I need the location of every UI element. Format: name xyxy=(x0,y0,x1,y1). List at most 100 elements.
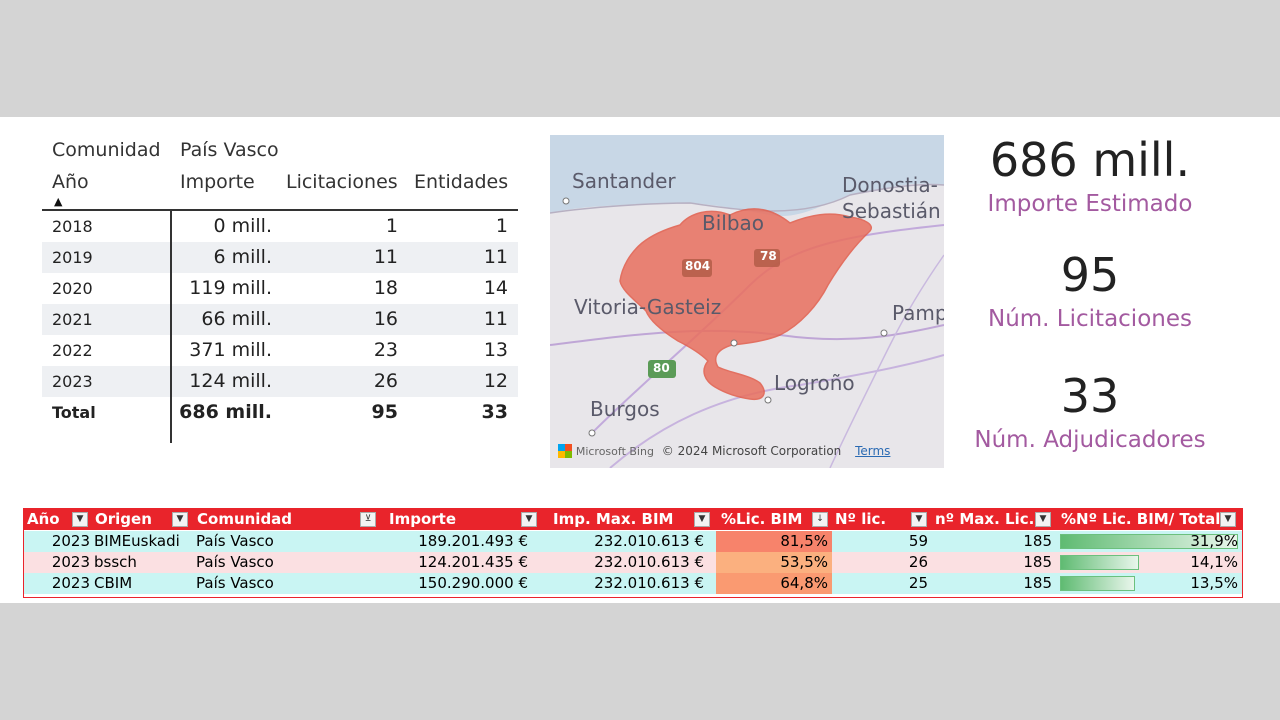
map-terms-link[interactable]: Terms xyxy=(855,443,891,458)
row-header-divider xyxy=(170,211,172,443)
cell-origen[interactable]: BIMEuskadi xyxy=(94,532,180,550)
map-label-bilbao: Bilbao xyxy=(702,211,765,235)
row-entidades: 12 xyxy=(483,370,508,392)
row-licitaciones: 18 xyxy=(373,277,398,299)
cell-year[interactable]: 2023 xyxy=(51,553,90,571)
filter-dropdown-icon[interactable]: ▼ xyxy=(1035,512,1051,527)
filter-dropdown-icon[interactable]: ▼ xyxy=(694,512,710,527)
filter-dropdown-icon[interactable]: ▼ xyxy=(521,512,537,527)
row-licitaciones: 1 xyxy=(385,215,398,237)
cell-nmax[interactable]: 185 xyxy=(1023,553,1052,571)
kpi-value: 33 xyxy=(1060,369,1120,423)
filter-dropdown-icon[interactable]: ▼ xyxy=(72,512,88,527)
cell-ratio[interactable]: 31,9% xyxy=(1190,532,1238,550)
cell-year[interactable]: 2023 xyxy=(51,532,90,550)
cell-pct[interactable]: 53,5% xyxy=(716,552,832,573)
cell-nlic[interactable]: 26 xyxy=(908,553,928,571)
map-label-burgos: Burgos xyxy=(590,397,660,421)
col-header-ratio: %Nº Lic. BIM/ Total xyxy=(1061,510,1221,528)
cell-pct[interactable]: 64,8% xyxy=(716,573,832,594)
row-year: 2019 xyxy=(52,248,93,267)
table-row: 2023 BIMEuskadi País Vasco 189.201.493 €… xyxy=(24,531,1242,552)
matrix-col-header-year[interactable]: Año xyxy=(52,171,89,193)
row-licitaciones: 16 xyxy=(373,308,398,330)
kpi-label: Importe Estimado xyxy=(987,191,1193,217)
row-licitaciones: 11 xyxy=(373,246,398,268)
map-label-donostia: Donostia- xyxy=(842,173,938,197)
filter-dropdown-icon[interactable]: ▼ xyxy=(1220,512,1236,527)
map-copyright: © 2024 Microsoft Corporation xyxy=(661,443,842,458)
kpi-label: Núm. Adjudicadores xyxy=(974,427,1206,453)
table-row: 2022 371 mill. 23 13 xyxy=(42,335,518,366)
filter-active-icon[interactable]: ⊻ xyxy=(360,512,376,527)
matrix-col-header: Comunidad xyxy=(52,139,161,161)
cell-comunidad[interactable]: País Vasco xyxy=(196,574,274,592)
map-label-logrono: Logroño xyxy=(774,371,855,395)
cell-ratio[interactable]: 13,5% xyxy=(1190,574,1238,592)
col-header-impmax: Imp. Max. BIM xyxy=(553,510,674,528)
map-canvas xyxy=(550,135,944,468)
cell-importe[interactable]: 150.290.000 € xyxy=(418,574,528,592)
cell-impmax[interactable]: 232.010.613 € xyxy=(594,553,704,571)
cell-ratio[interactable]: 14,1% xyxy=(1190,553,1238,571)
filter-dropdown-icon[interactable]: ▼ xyxy=(172,512,188,527)
row-importe: 0 mill. xyxy=(213,215,272,237)
row-entidades: 11 xyxy=(483,308,508,330)
matrix-col-header-licitaciones[interactable]: Licitaciones xyxy=(286,171,398,193)
cell-nmax[interactable]: 185 xyxy=(1023,574,1052,592)
cell-pct[interactable]: 81,5% xyxy=(716,531,832,552)
sea-area xyxy=(550,135,944,216)
filter-dropdown-icon[interactable]: ▼ xyxy=(911,512,927,527)
city-marker xyxy=(764,396,772,404)
map-label-vitoria: Vitoria-Gasteiz xyxy=(574,295,722,319)
road xyxy=(829,254,944,468)
cell-nlic[interactable]: 59 xyxy=(908,532,928,550)
data-bar xyxy=(1060,576,1135,591)
spreadsheet-table: Año ▼ Origen ▼ Comunidad ⊻ Importe ▼ Imp… xyxy=(23,508,1243,598)
table-row: 2023 CBIM País Vasco 150.290.000 € 232.0… xyxy=(24,573,1242,594)
cell-year[interactable]: 2023 xyxy=(51,574,90,592)
matrix-col-header-importe[interactable]: Importe xyxy=(180,171,255,193)
cell-importe[interactable]: 189.201.493 € xyxy=(418,532,528,550)
table-row: 2018 0 mill. 1 1 xyxy=(42,211,518,242)
cell-impmax[interactable]: 232.010.613 € xyxy=(594,532,704,550)
row-year: 2022 xyxy=(52,341,93,360)
cell-nmax[interactable]: 185 xyxy=(1023,532,1052,550)
row-licitaciones: 23 xyxy=(373,339,398,361)
row-entidades: 14 xyxy=(483,277,508,299)
map-visual[interactable]: Santander Donostia- Sebastián Bilbao Vit… xyxy=(550,135,944,468)
total-importe: 686 mill. xyxy=(179,401,272,423)
kpi-value: 686 mill. xyxy=(989,133,1191,187)
cell-origen[interactable]: CBIM xyxy=(94,574,133,592)
cell-comunidad[interactable]: País Vasco xyxy=(196,553,274,571)
cell-comunidad[interactable]: País Vasco xyxy=(196,532,274,550)
map-label-pamplona: Pamp xyxy=(892,301,944,325)
col-header-comunidad: Comunidad xyxy=(197,510,293,528)
matrix-col-header-entidades[interactable]: Entidades xyxy=(414,171,509,193)
row-importe: 124 mill. xyxy=(189,370,272,392)
kpi-value: 95 xyxy=(1060,248,1120,302)
road xyxy=(609,354,944,468)
cell-origen[interactable]: bssch xyxy=(94,553,137,571)
cell-importe[interactable]: 124.201.435 € xyxy=(418,553,528,571)
sort-filter-icon[interactable]: ↓ xyxy=(812,512,828,527)
road-label: 78 xyxy=(760,249,777,263)
row-importe: 66 mill. xyxy=(201,308,272,330)
col-header-origen: Origen xyxy=(95,510,152,528)
data-bar xyxy=(1060,534,1238,549)
row-year: 2021 xyxy=(52,310,93,329)
total-licitaciones: 95 xyxy=(371,401,398,423)
cell-nlic[interactable]: 25 xyxy=(908,574,928,592)
table-row: 2023 bssch País Vasco 124.201.435 € 232.… xyxy=(24,552,1242,573)
total-row: Total 686 mill. 95 33 xyxy=(42,397,518,428)
basque-region-shape[interactable] xyxy=(619,208,872,401)
row-importe: 119 mill. xyxy=(189,277,272,299)
map-attribution: Microsoft Bing © 2024 Microsoft Corporat… xyxy=(558,443,891,458)
total-label: Total xyxy=(52,403,96,422)
sort-arrow-icon[interactable]: ▲ xyxy=(54,195,63,208)
header-divider xyxy=(42,209,518,211)
bing-brand: Microsoft Bing xyxy=(575,444,654,458)
road-shield xyxy=(682,259,712,277)
road-label: 804 xyxy=(685,259,711,273)
cell-impmax[interactable]: 232.010.613 € xyxy=(594,574,704,592)
